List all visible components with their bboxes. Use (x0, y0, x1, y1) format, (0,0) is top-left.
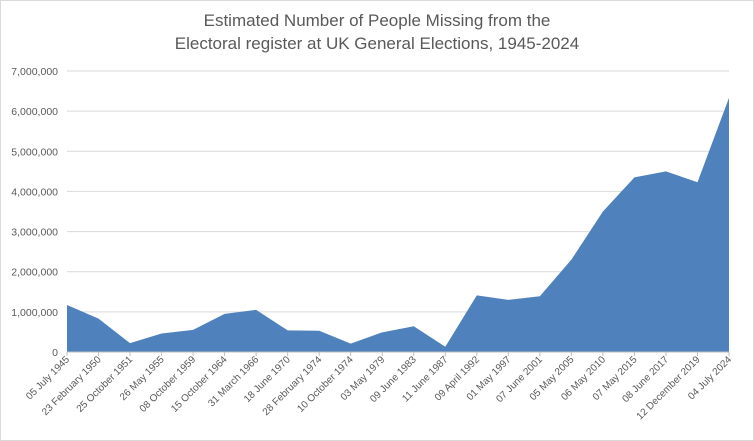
y-tick-label: 0 (52, 347, 58, 359)
y-tick-label: 6,000,000 (11, 106, 58, 118)
y-tick-label: 2,000,000 (11, 267, 58, 279)
y-tick-label: 7,000,000 (11, 66, 58, 78)
x-tick-label: 25 October 1951 (75, 354, 136, 415)
x-tick-label: 15 October 1964 (169, 354, 230, 415)
y-tick-label: 1,000,000 (11, 307, 58, 319)
y-tick-label: 3,000,000 (11, 227, 58, 239)
x-tick-label: 08 October 1959 (138, 354, 199, 415)
chart-title-line-1: Estimated Number of People Missing from … (203, 11, 551, 30)
y-tick-label: 5,000,000 (11, 146, 58, 158)
chart-title-line-2: Electoral register at UK General Electio… (174, 34, 580, 53)
x-tick-label: 10 October 1974 (295, 354, 356, 415)
series-area (66, 97, 730, 352)
y-axis: 0 1,000,000 2,000,000 3,000,000 4,000,000 5,0… (11, 66, 58, 359)
y-tick-label: 4,000,000 (11, 186, 58, 198)
series-area-fill (67, 97, 729, 352)
